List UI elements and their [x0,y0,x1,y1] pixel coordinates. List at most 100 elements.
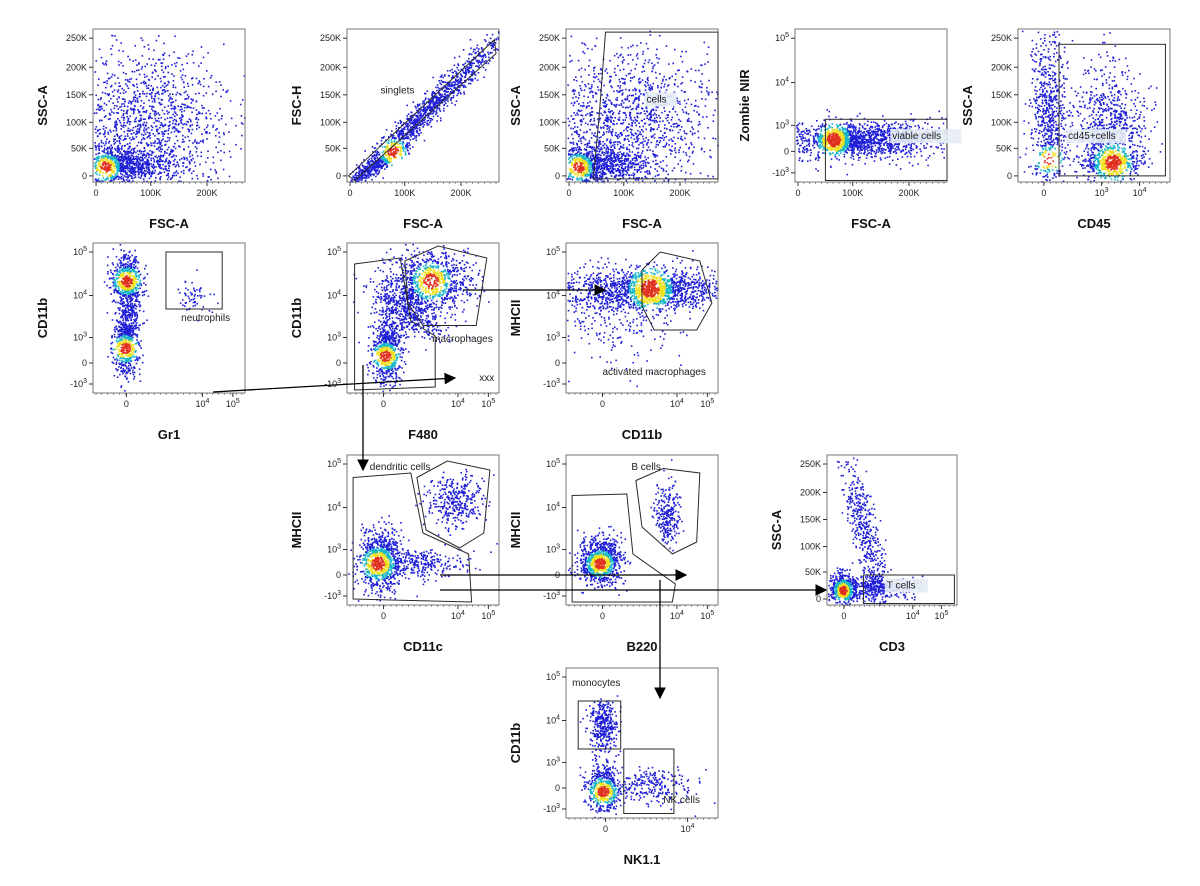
x-tick-label: 104 [1133,187,1147,198]
gate-label-bg [1066,129,1127,144]
gate: monocytes [572,678,622,750]
y-axis-label: MHCII [508,300,523,337]
y-tick-label: 0 [82,358,87,368]
x-tick-label: 104 [670,398,684,409]
flow-plot-p3: 0 100K 200K 0 50K 100K 150K 200K 250K FSC-A SSC-A c… [508,28,719,231]
x-tick-label: 0 [841,611,846,621]
density-points [796,109,948,176]
gate: cd45+cells [1058,43,1166,177]
y-tick-label: 0 [555,171,560,181]
density-points [566,250,719,388]
y-tick-label: 105 [73,246,87,257]
y-tick-label: 50K [996,143,1012,153]
plot-frame [565,242,719,394]
x-tick-label: 104 [670,610,684,621]
x-axis-label: FSC-A [149,216,189,231]
x-tick-label: 104 [195,398,209,409]
y-tick-label: 150K [991,90,1012,100]
y-tick-label: 200K [800,488,821,498]
x-axis-label: NK1.1 [624,852,661,867]
y-tick-label: 0 [816,594,821,604]
y-tick-label: 200K [66,62,87,72]
x-tick-label: 0 [603,824,608,834]
x-tick-label: 104 [451,398,465,409]
x-tick-label: 100K [613,188,634,198]
y-tick-label: -103 [772,167,789,178]
plot-frame [346,242,500,394]
y-tick-label: 100K [800,542,821,552]
gate-polygon [416,460,491,549]
gate-label: cd45+cells [1068,131,1116,142]
arrow-gr1-to-xxx [212,372,457,393]
gate-label: neutrophils [181,313,230,324]
gate-rect [824,118,948,181]
x-tick-label: 105 [481,398,495,409]
y-tick-label: 50K [325,143,341,153]
y-tick-label: 105 [327,458,341,469]
flow-plot-p7: 0 104 105 105 104 103 0 -103 F480 CD11b macrophage… [289,242,500,442]
y-tick-label: 105 [546,246,560,257]
y-tick-label: 50K [71,143,87,153]
x-axis-label: CD45 [1077,216,1110,231]
y-tick-label: 104 [546,290,560,301]
y-tick-label: 104 [546,502,560,513]
y-tick-label: 103 [327,544,341,555]
gate: activated macrophages [602,251,713,378]
x-axis-label: CD11c [403,639,443,654]
plot-frame [565,667,719,819]
gate-polygon [641,251,713,331]
y-tick-label: 0 [555,358,560,368]
plot-frame [346,454,500,606]
x-axis-label: Gr1 [158,427,180,442]
y-tick-label: 103 [327,332,341,343]
x-axis-label: FSC-A [851,216,891,231]
density-points [568,459,685,596]
gate-label: macrophages [432,334,493,345]
gate-label: viable cells [892,131,941,142]
gate: xxx [354,257,494,391]
y-tick-label: 103 [775,119,789,130]
x-tick-label: 104 [451,610,465,621]
y-tick-label: 200K [991,62,1012,72]
x-tick-label: 100K [842,188,863,198]
density-points [1019,30,1163,183]
x-tick-label: 0 [94,188,99,198]
gate-label: singlets [380,85,414,96]
y-tick-label: 104 [73,290,87,301]
density-points [353,243,490,393]
y-axis-label: CD11b [35,298,50,339]
flow-plot-p4: 0 100K 200K 105 104 103 0 -103 FSC-A Zombie NIR vi… [737,28,962,231]
x-tick-label: 105 [226,398,240,409]
gate-polygon [347,38,497,182]
x-tick-label: 200K [196,188,217,198]
x-tick-label: 103 [1095,187,1109,198]
y-tick-label: 104 [327,290,341,301]
y-tick-label: 0 [784,146,789,156]
y-tick-label: 0 [336,570,341,580]
flow-plot-p12: 0 104 105 104 103 0 -103 NK1.1 CD11b monocytes NK … [508,667,719,867]
y-tick-label: 0 [555,783,560,793]
flow-plot-p8: 0 104 105 105 104 103 0 -103 CD11b MHCII activated… [508,242,719,442]
x-tick-label: 0 [567,188,572,198]
y-tick-label: 200K [320,62,341,72]
x-tick-label: 105 [934,610,948,621]
gate-rect [165,251,223,310]
y-tick-label: 104 [546,715,560,726]
x-axis-label: FSC-A [622,216,662,231]
x-tick-label: 105 [700,398,714,409]
gate-label: B cells [631,462,660,473]
plot-frame [1017,28,1171,183]
gate-polygon [635,467,701,555]
y-tick-label: 103 [546,332,560,343]
gate-label: dendritic cells [370,462,431,473]
gate-polygon [352,472,473,603]
gate: neutrophils [165,251,230,324]
y-axis-label: Zombie NIR [737,69,752,142]
x-axis-label: CD3 [879,639,905,654]
y-tick-label: 105 [546,458,560,469]
x-tick-label: 0 [381,399,386,409]
x-tick-label: 0 [796,188,801,198]
gate [571,493,676,603]
plot-frame [346,28,500,183]
